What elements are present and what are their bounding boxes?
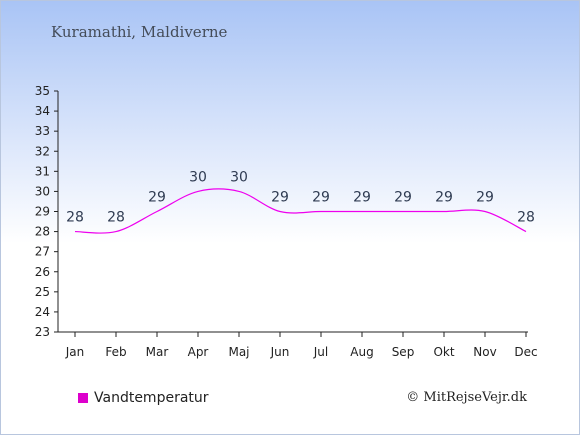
y-tick-label: 30	[35, 184, 50, 198]
x-tick-label: Apr	[188, 345, 209, 359]
y-tick-label: 28	[35, 225, 50, 239]
data-label: 29	[148, 190, 166, 206]
x-tick-label: Okt	[433, 345, 454, 359]
x-tick-label: Feb	[105, 345, 126, 359]
x-tick-label: Nov	[473, 345, 496, 359]
y-tick-label: 32	[35, 144, 50, 158]
x-tick-label: Jun	[270, 345, 290, 359]
data-label: 30	[230, 169, 248, 185]
x-tick-label: Jul	[313, 345, 328, 359]
x-tick-label: Dec	[514, 345, 537, 359]
data-label: 29	[476, 190, 494, 206]
y-tick-label: 29	[35, 205, 50, 219]
y-tick-label: 23	[35, 325, 50, 339]
data-label: 28	[66, 210, 84, 226]
y-tick-label: 35	[35, 84, 50, 98]
legend-swatch	[78, 393, 88, 403]
data-label: 29	[271, 190, 289, 206]
chart-title: Kuramathi, Maldiverne	[51, 23, 228, 41]
data-label: 29	[394, 190, 412, 206]
x-tick-label: Mar	[146, 345, 169, 359]
data-label: 28	[107, 210, 125, 226]
data-label: 29	[435, 190, 453, 206]
y-tick-label: 26	[35, 265, 50, 279]
y-tick-label: 31	[35, 164, 50, 178]
data-label: 29	[312, 190, 330, 206]
y-tick-label: 25	[35, 285, 50, 299]
legend: Vandtemperatur	[78, 390, 209, 406]
x-tick-label: Aug	[350, 345, 373, 359]
y-tick-label: 34	[35, 104, 50, 118]
y-tick-label: 33	[35, 124, 50, 138]
x-tick-label: Jan	[65, 345, 85, 359]
y-tick-label: 24	[35, 305, 50, 319]
data-label: 29	[353, 190, 371, 206]
series-line-vandtemperatur	[74, 188, 527, 234]
credit-text: © MitRejseVejr.dk	[406, 390, 527, 405]
data-label: 30	[189, 169, 207, 185]
y-tick-label: 27	[35, 245, 50, 259]
x-tick-label: Sep	[392, 345, 415, 359]
x-tick-label: Maj	[228, 345, 249, 359]
data-label: 28	[517, 210, 535, 226]
legend-label: Vandtemperatur	[94, 390, 209, 406]
